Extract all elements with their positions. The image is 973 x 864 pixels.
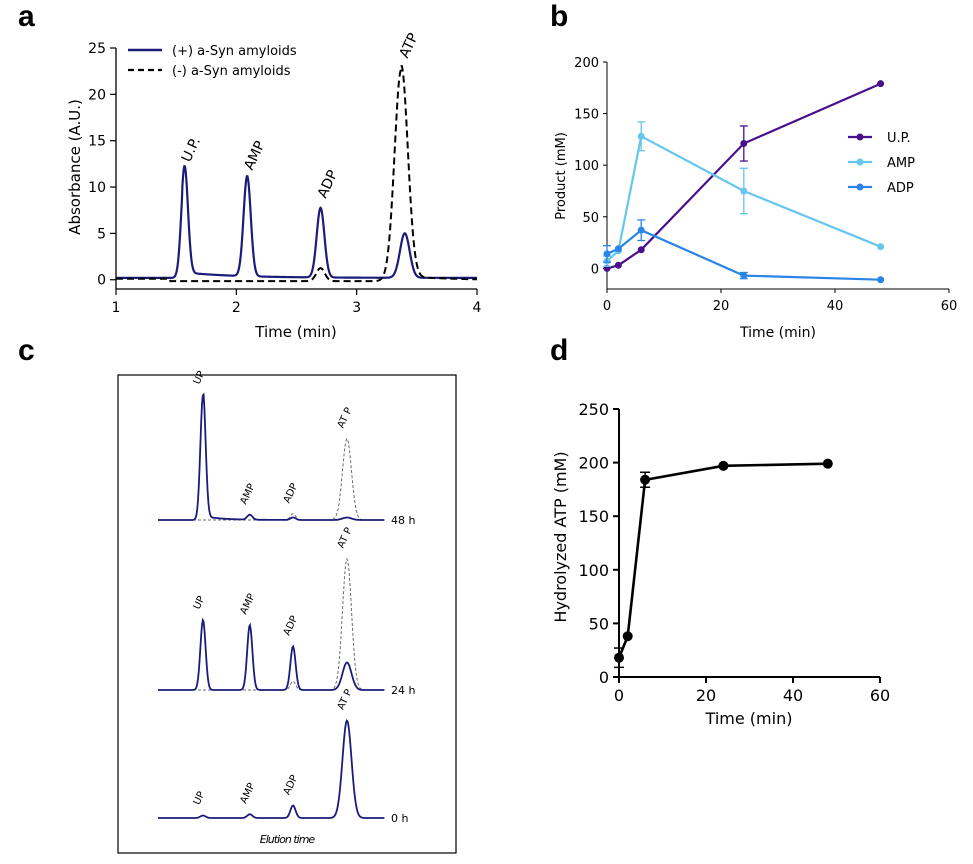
chart-a-xtick-label: 3 (352, 300, 361, 316)
chart-a-xtick-label: 1 (112, 300, 121, 316)
chart-a-ytick-label: 15 (88, 134, 106, 150)
chart-d-ytick-label: 150 (578, 507, 609, 526)
chart-d-point (718, 460, 729, 471)
chart-c-peak-label: ADP (282, 614, 301, 637)
chart-d-xtick-label: 20 (696, 686, 716, 705)
chart-c-peak-label: AMP (239, 482, 258, 506)
chart-a-legend-label-2: (-) a-Syn amyloids (172, 64, 291, 79)
chart-a-ytick-label: 5 (97, 226, 106, 242)
chart-d-point (622, 631, 633, 642)
chart-a-ytick-label: 10 (88, 180, 106, 196)
chart-b-point-up (877, 80, 885, 88)
panel-label-b: b (550, 0, 568, 33)
chart-b-point-amp (740, 187, 748, 195)
chart-d-xtick-label: 60 (870, 686, 890, 705)
chart-c-trace-solid (158, 617, 385, 691)
chart-a-peak-label: ADP (315, 168, 342, 201)
chart-a-xlabel: Time (min) (254, 323, 336, 341)
chart-a-xtick-label: 2 (232, 300, 241, 316)
chart-b-legend-marker (856, 133, 864, 141)
chart-c-peak-label: AMP (239, 781, 258, 805)
chart-b-ylabel: Product (mM) (554, 132, 569, 220)
chart-c-trace-solid (158, 718, 385, 819)
chart-b-legend-marker (856, 158, 864, 166)
chart-c-time-label: 0 h (391, 812, 408, 825)
chart-b-point-amp (637, 132, 645, 140)
chart-d-point (822, 458, 833, 469)
chart-b-legend-marker (856, 183, 864, 191)
chart-d-point (614, 652, 624, 663)
chart-b-point-up (740, 140, 748, 148)
chart-b-ytick-label: 50 (582, 211, 599, 226)
chart-d-line (617, 462, 828, 659)
chart-b-point-up (637, 246, 645, 254)
chart-c-peak-label: UP (192, 595, 208, 612)
chart-a-ylabel: Absorbance (A.U.) (66, 99, 84, 235)
chart-a-xtick-label: 4 (473, 300, 482, 316)
chart-b-point-adp (877, 276, 885, 284)
chart-b-point-adp (637, 226, 645, 234)
chart-c-peak-label: ADP (282, 482, 301, 505)
chart-b-point-adp (740, 272, 748, 280)
chart-a-ytick-label: 20 (88, 87, 106, 103)
chart-d: 0 20 40 60 0 50 100 150 200 250 Time (min) Hydro… (551, 400, 890, 728)
chart-b-xtick-label: 0 (603, 299, 611, 314)
chart-b-point-adp (614, 245, 622, 253)
chart-b: 0 20 40 60 0 50 100 150 200 Time (min) Product … (554, 56, 957, 341)
chart-a-peak-label: AMP (241, 139, 268, 173)
chart-d-ytick-label: 0 (599, 668, 609, 687)
panel-label-d: d (550, 334, 568, 367)
chart-b-legend-label: AMP (887, 156, 915, 171)
chart-d-ylabel: Hydrolyzed ATP (mM) (551, 451, 570, 622)
chart-c-frame (117, 374, 457, 854)
chart-c-peak-label: AMP (239, 592, 258, 616)
chart-a-trace-plus (116, 165, 477, 279)
chart-c-peak-label: AT P (336, 406, 355, 430)
chart-b-xtick-label: 60 (941, 299, 958, 314)
chart-b-ytick-label: 200 (574, 56, 599, 71)
chart-a-ytick-label: 0 (97, 273, 106, 289)
chart-b-legend-label: ADP (887, 181, 914, 196)
chart-b-point-amp (877, 243, 885, 251)
chart-d-ytick-label: 100 (578, 561, 609, 580)
chart-b-xtick-label: 40 (827, 299, 844, 314)
chart-c-time-label: 24 h (391, 684, 415, 697)
chart-d-ytick-label: 250 (578, 400, 609, 419)
chart-c-peak-label: UP (192, 790, 208, 807)
chart-d-ytick-label: 200 (578, 454, 609, 473)
chart-b-point-up (614, 261, 622, 269)
chart-b-legend-label: U.P. (887, 131, 911, 146)
chart-a-trace-minus (116, 64, 478, 283)
chart-c-xlabel: Elution time (260, 833, 316, 846)
panel-label-c: c (18, 334, 35, 367)
chart-c-trace-solid (158, 392, 385, 521)
chart-b-xtick-label: 20 (713, 299, 730, 314)
chart-b-xlabel: Time (min) (739, 325, 816, 341)
chart-c-peak-label: AT P (336, 526, 355, 550)
panel-label-a: a (18, 0, 35, 33)
chart-d-ytick-label: 50 (589, 614, 609, 633)
chart-d-xlabel: Time (min) (705, 709, 793, 728)
chart-a-peak-label: ATP (397, 31, 422, 61)
chart-c-peak-label: UP (192, 370, 208, 387)
chart-c: 48 h UP AMP ADP AT P 24 h UP AMP ADP AT P 0 h UP AMP… (117, 370, 457, 854)
chart-d-point (640, 474, 651, 485)
chart-d-xtick-label: 0 (614, 686, 624, 705)
chart-a-peak-label: U.P. (179, 135, 204, 165)
chart-d-xtick-label: 40 (783, 686, 803, 705)
chart-a-ytick-label: 25 (88, 41, 106, 57)
chart-c-trace-dashed (158, 437, 385, 521)
chart-b-ytick-label: 0 (591, 262, 599, 277)
chart-c-peak-label: AT P (336, 688, 355, 712)
chart-c-time-label: 48 h (391, 514, 415, 527)
chart-a: 1 2 3 4 0 5 10 15 20 25 Time (min) Absorbance (A… (66, 31, 482, 341)
chart-c-trace-dashed (158, 557, 385, 691)
chart-b-point-adp (603, 250, 611, 258)
chart-b-ytick-label: 150 (574, 108, 599, 123)
chart-c-peak-label: ADP (282, 773, 301, 796)
chart-b-ytick-label: 100 (574, 159, 599, 174)
chart-a-legend-label-1: (+) a-Syn amyloids (172, 44, 297, 59)
